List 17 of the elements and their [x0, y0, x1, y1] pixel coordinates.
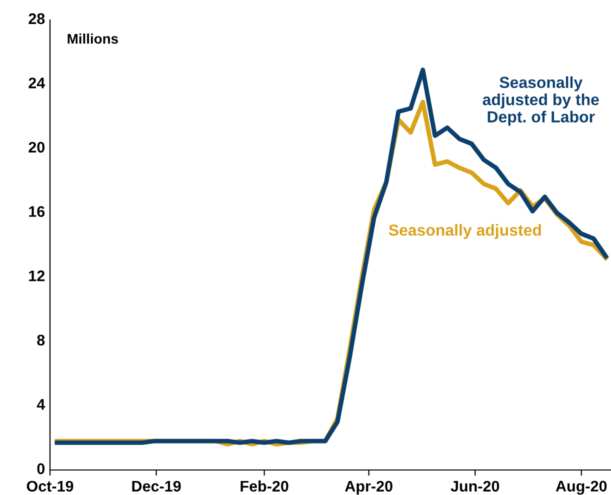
y-tick-label: 28 [28, 13, 45, 24]
y-tick-label: 24 [28, 78, 46, 88]
x-tick-label: Aug-20 [556, 480, 607, 495]
x-tick-label: Oct-19 [26, 480, 74, 492]
series-label: Seasonally adjusted by the Dept. of Labor [482, 76, 599, 126]
y-tick-label: 16 [29, 206, 45, 217]
series-label: Seasonally adjusted [388, 224, 541, 239]
x-tick-label: Dec-19 [132, 480, 181, 492]
x-tick-label: Feb-20 [240, 480, 288, 492]
y-tick-label: 8 [37, 334, 45, 346]
y-tick-label: 12 [29, 270, 45, 282]
x-tick-label: Jun-20 [450, 480, 500, 492]
y-tick-label: 0 [37, 463, 45, 474]
x-tick-label: Apr-20 [345, 480, 392, 495]
y-tick-label: 4 [36, 399, 46, 410]
y-tick-label: 20 [28, 142, 45, 153]
y-axis-title: Millions [68, 34, 118, 44]
